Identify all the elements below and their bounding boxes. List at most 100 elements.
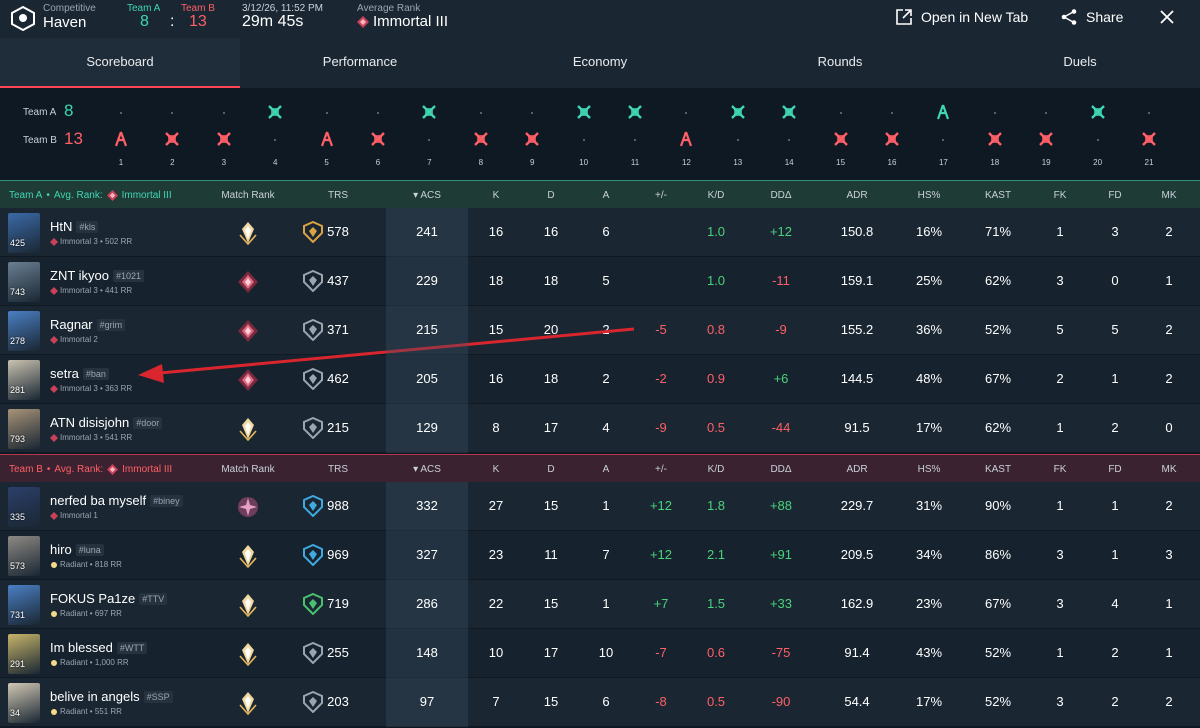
column-header[interactable]: DDΔ xyxy=(770,464,791,475)
round-9[interactable]: 9 xyxy=(507,88,557,180)
round-21[interactable]: 21 xyxy=(1124,88,1174,180)
timeline-team-a-label: Team A xyxy=(23,107,57,118)
player-tag: #kls xyxy=(76,220,99,233)
round-5[interactable]: 5 xyxy=(302,88,352,180)
player-name[interactable]: setra #ban xyxy=(50,366,109,381)
player-name[interactable]: belive in angels #SSP xyxy=(50,689,173,704)
column-header[interactable]: FD xyxy=(1108,190,1121,201)
tab-performance[interactable]: Performance xyxy=(322,54,398,69)
column-header[interactable]: K xyxy=(493,190,500,201)
tab-rounds[interactable]: Rounds xyxy=(817,54,863,69)
column-header[interactable]: FK xyxy=(1054,464,1067,475)
round-10[interactable]: 10 xyxy=(559,88,609,180)
round-1[interactable]: 1 xyxy=(96,88,146,180)
stat-acs: 229 xyxy=(416,273,438,288)
empty-round-marker xyxy=(1096,139,1099,141)
column-header[interactable]: HS% xyxy=(918,190,941,201)
player-name[interactable]: FOKUS Pa1ze #TTV xyxy=(50,591,168,606)
player-name[interactable]: Im blessed #WTT xyxy=(50,640,148,655)
round-16[interactable]: 16 xyxy=(867,88,917,180)
column-header[interactable]: DDΔ xyxy=(770,190,791,201)
player-name[interactable]: HtN #kls xyxy=(50,219,99,234)
tab-duels[interactable]: Duels xyxy=(1063,54,1097,69)
round-15[interactable]: 15 xyxy=(816,88,866,180)
round-3[interactable]: 3 xyxy=(199,88,249,180)
agent-avatar xyxy=(8,311,40,351)
column-header[interactable]: ADR xyxy=(846,464,867,475)
column-header[interactable]: A xyxy=(603,190,610,201)
column-header[interactable]: ▾ ACS xyxy=(413,464,441,475)
stat-mk: 0 xyxy=(1165,420,1173,435)
stat-adr: 209.5 xyxy=(840,547,874,562)
round-20[interactable]: 20 xyxy=(1073,88,1123,180)
match-datetime: 3/12/26, 11:52 PM xyxy=(242,3,323,14)
column-header[interactable]: FK xyxy=(1054,190,1067,201)
column-header[interactable]: K/D xyxy=(708,464,725,475)
column-header[interactable]: Match Rank xyxy=(221,190,274,201)
stat-a: 1 xyxy=(602,596,610,611)
column-header[interactable]: A xyxy=(603,464,610,475)
column-header[interactable]: MK xyxy=(1162,464,1177,475)
round-7[interactable]: 7 xyxy=(404,88,454,180)
round-17[interactable]: 17 xyxy=(918,88,968,180)
round-13[interactable]: 13 xyxy=(713,88,763,180)
column-header[interactable]: +/- xyxy=(655,190,667,201)
round-18[interactable]: 18 xyxy=(970,88,1020,180)
tab-economy[interactable]: Economy xyxy=(572,54,628,69)
player-row[interactable]: 278 Ragnar #grim Immortal 2 371 215 15 20 2 -5 0.8… xyxy=(0,306,1200,355)
column-header[interactable]: KAST xyxy=(985,190,1011,201)
round-number: 17 xyxy=(938,158,948,167)
column-header[interactable]: FD xyxy=(1108,464,1121,475)
match-rank-icon xyxy=(239,545,257,568)
round-14[interactable]: 14 xyxy=(764,88,814,180)
immortal-rank-icon xyxy=(50,286,58,295)
close-icon[interactable] xyxy=(1158,8,1176,26)
round-4[interactable]: 4 xyxy=(250,88,300,180)
round-19[interactable]: 19 xyxy=(1021,88,1071,180)
player-name[interactable]: hiro #luna xyxy=(50,542,104,557)
column-header[interactable]: KAST xyxy=(985,464,1011,475)
column-header[interactable]: ADR xyxy=(846,190,867,201)
round-2[interactable]: 2 xyxy=(147,88,197,180)
round-6[interactable]: 6 xyxy=(353,88,403,180)
stat-fd: 2 xyxy=(1111,645,1119,660)
player-row[interactable]: 34 belive in angels #SSP Radiant • 551 RR 20… xyxy=(0,678,1200,727)
player-row[interactable]: 731 FOKUS Pa1ze #TTV Radiant • 697 RR 719 286… xyxy=(0,580,1200,629)
open-new-tab-button[interactable]: Open in New Tab xyxy=(895,8,1028,26)
column-header[interactable]: TRS xyxy=(328,190,348,201)
player-row[interactable]: 281 setra #ban Immortal 3 • 363 RR 462 205 16 1… xyxy=(0,355,1200,404)
column-header[interactable]: ▾ ACS xyxy=(413,190,441,201)
player-row[interactable]: 335 nerfed ba myself #biney Immortal 1 988 33… xyxy=(0,482,1200,531)
tab-scoreboard[interactable]: Scoreboard xyxy=(0,38,240,88)
column-header[interactable]: K/D xyxy=(708,190,725,201)
player-row[interactable]: 573 hiro #luna Radiant • 818 RR 969 327 23 11 7 +… xyxy=(0,531,1200,580)
stat-fk: 1 xyxy=(1056,224,1064,239)
player-row[interactable]: 425 HtN #kls Immortal 3 • 502 RR 578 241 16 16 6… xyxy=(0,208,1200,257)
column-header[interactable]: +/- xyxy=(655,464,667,475)
column-header[interactable]: K xyxy=(493,464,500,475)
player-row[interactable]: 793 ATN disisjohn #door Immortal 3 • 541 RR… xyxy=(0,404,1200,453)
column-header[interactable]: D xyxy=(547,190,554,201)
column-header[interactable]: MK xyxy=(1162,190,1177,201)
round-12[interactable]: 12 xyxy=(661,88,711,180)
column-header[interactable]: HS% xyxy=(918,464,941,475)
round-8[interactable]: 8 xyxy=(456,88,506,180)
round-11[interactable]: 11 xyxy=(610,88,660,180)
column-header[interactable]: D xyxy=(547,464,554,475)
team-a-label: Team A xyxy=(127,3,161,14)
round-number: 11 xyxy=(630,158,640,167)
column-header-label: DDΔ xyxy=(770,190,792,201)
player-name[interactable]: ZNT ikyoo #1021 xyxy=(50,268,145,283)
stat-mk: 1 xyxy=(1165,645,1173,660)
player-row[interactable]: 743 ZNT ikyoo #1021 Immortal 3 • 441 RR 437 2… xyxy=(0,257,1200,306)
share-button[interactable]: Share xyxy=(1060,8,1123,26)
column-header[interactable]: Match Rank xyxy=(221,464,274,475)
player-row[interactable]: 291 Im blessed #WTT Radiant • 1,000 RR 255 14… xyxy=(0,629,1200,678)
column-header[interactable]: TRS xyxy=(328,464,348,475)
player-name[interactable]: Ragnar #grim xyxy=(50,317,126,332)
player-rank-text: Immortal 3 • 441 RR xyxy=(60,286,133,295)
player-name[interactable]: ATN disisjohn #door xyxy=(50,415,163,430)
elimination-round-icon xyxy=(987,132,1002,146)
player-name[interactable]: nerfed ba myself #biney xyxy=(50,493,183,508)
stat-mk: 2 xyxy=(1165,322,1173,337)
